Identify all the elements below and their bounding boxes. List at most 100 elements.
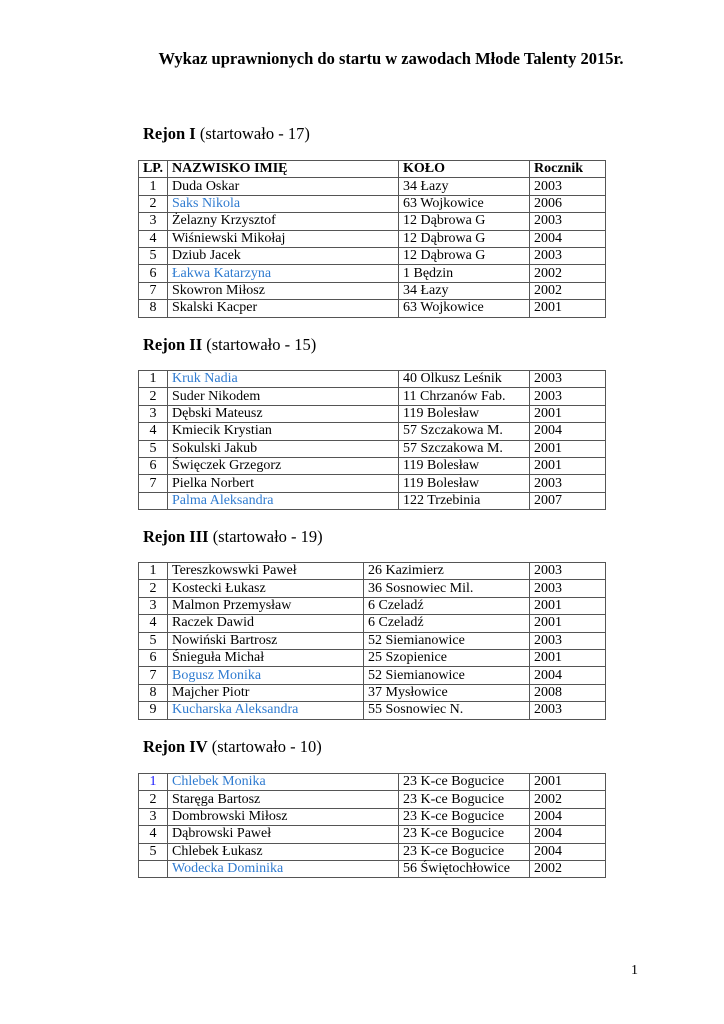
table-header-row: LP. NAZWISKO IMIĘ KOŁO Rocznik — [138, 159, 606, 179]
cell-year: 2001 — [529, 299, 606, 318]
cell-year: 2001 — [529, 772, 606, 792]
cell-year: 2004 — [529, 825, 606, 844]
cell-lp: 1 — [138, 177, 168, 196]
cell-name: Kostecki Łukasz — [167, 579, 364, 598]
cell-name: Kmiecik Krystian — [167, 422, 399, 441]
section-note: (startowało - 19) — [208, 527, 323, 546]
cell-club: 40 Olkusz Leśnik — [398, 369, 530, 389]
cell-name: Wodecka Dominika — [167, 859, 399, 879]
cell-lp: 8 — [138, 299, 168, 318]
cell-club: 34 Łazy — [398, 281, 530, 301]
cell-year: 2003 — [529, 212, 606, 231]
table-row: Wodecka Dominika 56 Świętochłowice 2002 — [138, 859, 606, 879]
cell-club: 119 Bolesław — [398, 474, 530, 493]
section-heading-rejon-3: Rejon III (startowało - 19) — [143, 527, 323, 547]
cell-name: Dąbrowski Paweł — [167, 825, 399, 844]
cell-name: Kucharska Aleksandra — [167, 701, 364, 720]
cell-year: 2004 — [529, 842, 606, 861]
cell-year: 2002 — [529, 859, 606, 879]
cell-lp: 2 — [138, 387, 168, 406]
cell-name: Chlebek Łukasz — [167, 842, 399, 861]
cell-name: Dziub Jacek — [167, 246, 399, 266]
section-heading-rejon-1: Rejon I (startowało - 17) — [143, 124, 310, 144]
cell-club: 63 Wojkowice — [398, 299, 530, 318]
table-row: 5 Sokulski Jakub 57 Szczakowa M. 2001 — [138, 439, 606, 458]
cell-name: Chlebek Monika — [167, 772, 399, 792]
cell-lp: 7 — [138, 281, 168, 301]
cell-lp: 1 — [138, 561, 168, 581]
table-row: 3 Żelazny Krzysztof 12 Dąbrowa G 2003 — [138, 212, 606, 231]
cell-year: 2002 — [529, 790, 606, 809]
cell-name: Dombrowski Miłosz — [167, 807, 399, 827]
table-row: 3 Malmon Przemysław 6 Czeladź 2001 — [138, 596, 606, 616]
cell-lp: 3 — [138, 807, 168, 827]
cell-name: Suder Nikodem — [167, 387, 399, 406]
cell-year: 2001 — [529, 404, 606, 424]
cell-year: 2001 — [529, 439, 606, 458]
table-row: 1 Tereszkowswki Paweł 26 Kazimierz 2003 — [138, 561, 606, 581]
cell-club: 119 Bolesław — [398, 404, 530, 424]
cell-year: 2006 — [529, 194, 606, 214]
cell-name: Wiśniewski Mikołaj — [167, 229, 399, 248]
table-row: 6 Łakwa Katarzyna 1 Będzin 2002 — [138, 264, 606, 283]
section-note: (startowało - 15) — [202, 335, 317, 354]
cell-lp: 4 — [138, 422, 168, 441]
cell-name: NAZWISKO IMIĘ — [167, 159, 399, 179]
cell-year: 2003 — [529, 387, 606, 406]
cell-year: 2004 — [529, 666, 606, 685]
cell-lp: 6 — [138, 264, 168, 283]
cell-lp: 7 — [138, 666, 168, 685]
table-row: 7 Skowron Miłosz 34 Łazy 2002 — [138, 281, 606, 301]
cell-club: 57 Szczakowa M. — [398, 439, 530, 458]
table-row: 2 Staręga Bartosz 23 K-ce Bogucice 2002 — [138, 790, 606, 809]
cell-year: 2001 — [529, 614, 606, 633]
table-rejon-3: 1 Tereszkowswki Paweł 26 Kazimierz 2003 2 Kos… — [138, 561, 606, 720]
cell-lp: 9 — [138, 701, 168, 720]
section-heading-rejon-4: Rejon IV (startowało - 10) — [143, 737, 322, 757]
table-row: 5 Chlebek Łukasz 23 K-ce Bogucice 2004 — [138, 842, 606, 861]
cell-name: Saks Nikola — [167, 194, 399, 214]
cell-lp: 5 — [138, 439, 168, 458]
cell-club: 12 Dąbrowa G — [398, 212, 530, 231]
cell-club: 6 Czeladź — [363, 596, 530, 616]
cell-year: 2004 — [529, 229, 606, 248]
cell-name: Staręga Bartosz — [167, 790, 399, 809]
cell-year: 2004 — [529, 422, 606, 441]
cell-club: 23 K-ce Bogucice — [398, 790, 530, 809]
cell-lp: 6 — [138, 456, 168, 476]
table-rejon-4: 1 Chlebek Monika 23 K-ce Bogucice 2001 2 Star… — [138, 772, 606, 879]
cell-year: 2003 — [529, 177, 606, 196]
section-label: Rejon III — [143, 527, 209, 546]
table-row: 8 Majcher Piotr 37 Mysłowice 2008 — [138, 683, 606, 703]
cell-lp: 5 — [138, 631, 168, 650]
cell-year: 2008 — [529, 683, 606, 703]
cell-club: 12 Dąbrowa G — [398, 229, 530, 248]
cell-club: 25 Szopienice — [363, 648, 530, 668]
cell-year: 2003 — [529, 369, 606, 389]
cell-year: 2003 — [529, 579, 606, 598]
cell-name: Żelazny Krzysztof — [167, 212, 399, 231]
cell-year: 2001 — [529, 456, 606, 476]
cell-lp: 2 — [138, 790, 168, 809]
cell-club: 34 Łazy — [398, 177, 530, 196]
table-row: 8 Skalski Kacper 63 Wojkowice 2001 — [138, 299, 606, 318]
cell-club: 6 Czeladź — [363, 614, 530, 633]
section-label: Rejon I — [143, 124, 196, 143]
cell-name: Bogusz Monika — [167, 666, 364, 685]
cell-club: 119 Bolesław — [398, 456, 530, 476]
cell-lp: 7 — [138, 474, 168, 493]
cell-name: Nowiński Bartrosz — [167, 631, 364, 650]
table-row: 1 Kruk Nadia 40 Olkusz Leśnik 2003 — [138, 369, 606, 389]
cell-name: Majcher Piotr — [167, 683, 364, 703]
table-row: 7 Pielka Norbert 119 Bolesław 2003 — [138, 474, 606, 493]
document-title: Wykaz uprawnionych do startu w zawodach … — [158, 49, 624, 68]
cell-lp: 3 — [138, 212, 168, 231]
cell-club: 1 Będzin — [398, 264, 530, 283]
cell-lp: 1 — [138, 369, 168, 389]
cell-year: 2004 — [529, 807, 606, 827]
cell-name: Łakwa Katarzyna — [167, 264, 399, 283]
table-row: 4 Raczek Dawid 6 Czeladź 2001 — [138, 614, 606, 633]
cell-lp: 4 — [138, 825, 168, 844]
cell-club: 55 Sosnowiec N. — [363, 701, 530, 720]
cell-year: 2002 — [529, 264, 606, 283]
